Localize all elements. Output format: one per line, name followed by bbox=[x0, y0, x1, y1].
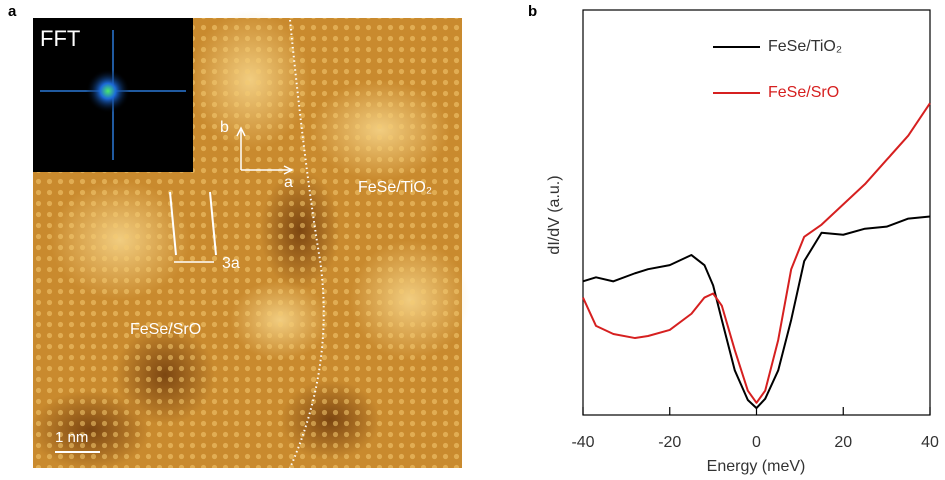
axis-label: b bbox=[220, 119, 229, 136]
axis-label: a bbox=[284, 174, 293, 191]
panel-label: a bbox=[8, 3, 17, 20]
x-tick-label: -40 bbox=[571, 434, 594, 451]
data-line bbox=[582, 102, 931, 404]
scale-bar-label: 1 nm bbox=[55, 429, 88, 446]
plot-frame bbox=[582, 9, 931, 416]
y-axis-label: dI/dV (a.u.) bbox=[546, 175, 563, 254]
legend-label: FeSe/SrO bbox=[768, 84, 839, 101]
x-tick-label: 0 bbox=[752, 434, 761, 451]
panel-label: b bbox=[528, 3, 537, 20]
x-tick-label: 20 bbox=[834, 434, 852, 451]
legend-label: FeSe/TiO₂ bbox=[768, 38, 842, 55]
stm-image bbox=[30, 10, 470, 470]
x-tick-label: 40 bbox=[921, 434, 939, 451]
region-label: FeSe/SrO bbox=[130, 321, 201, 338]
region-label: FeSe/TiO₂ bbox=[358, 179, 432, 196]
x-tick-label: -20 bbox=[658, 434, 681, 451]
spacing-label: 3a bbox=[222, 255, 240, 272]
data-line bbox=[582, 215, 931, 410]
x-axis-label: Energy (meV) bbox=[707, 458, 806, 475]
inset-label: FFT bbox=[40, 26, 80, 51]
